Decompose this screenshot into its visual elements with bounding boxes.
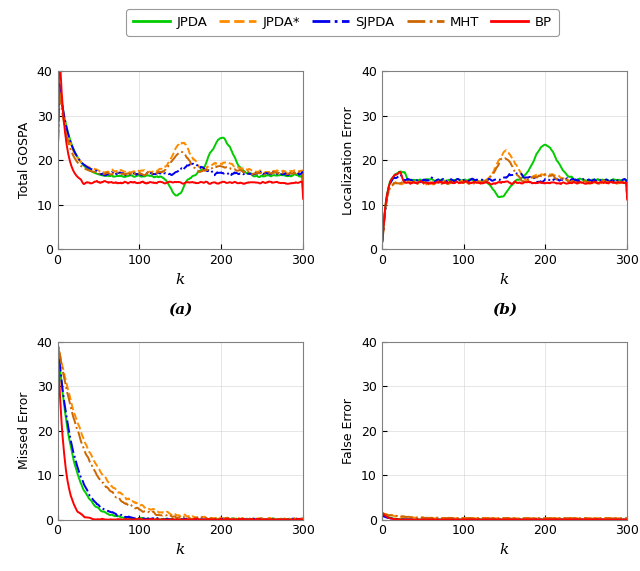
Y-axis label: Localization Error: Localization Error (342, 106, 355, 215)
Y-axis label: Total GOSPA: Total GOSPA (19, 122, 31, 199)
Y-axis label: Missed Error: Missed Error (19, 392, 31, 469)
X-axis label: k: k (176, 543, 185, 557)
Legend: JPDA, JPDA*, SJPDA, MHT, BP: JPDA, JPDA*, SJPDA, MHT, BP (126, 10, 559, 35)
X-axis label: k: k (500, 273, 509, 287)
X-axis label: k: k (500, 543, 509, 557)
Y-axis label: False Error: False Error (342, 398, 355, 464)
Text: (b): (b) (492, 303, 517, 316)
Text: (a): (a) (168, 303, 193, 316)
X-axis label: k: k (176, 273, 185, 287)
